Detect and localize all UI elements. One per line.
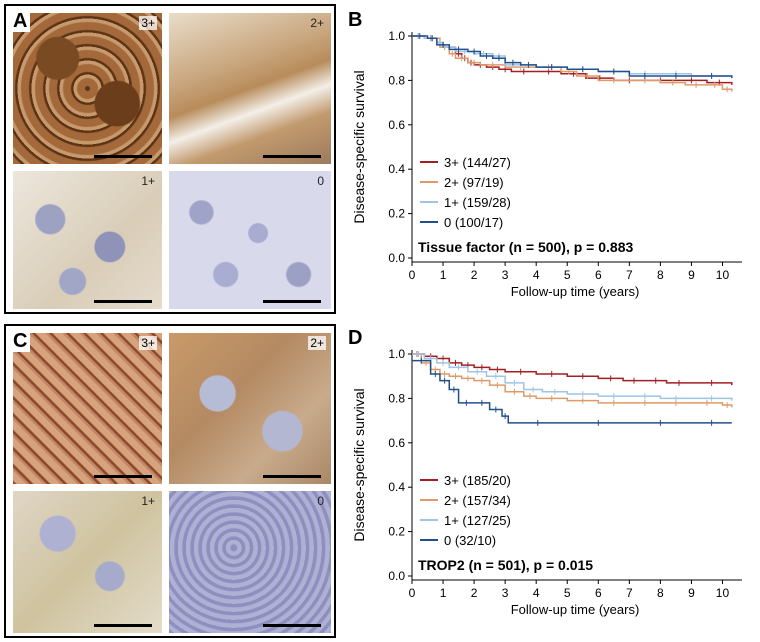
y-tick-label: 0.4	[388, 480, 405, 494]
scale-bar	[263, 475, 321, 478]
scale-bar	[94, 624, 152, 627]
y-tick-label: 1.0	[388, 29, 405, 43]
micrograph-a-0: 0	[169, 171, 331, 309]
y-axis-label: Disease-specific survival	[351, 388, 367, 541]
x-tick-label: 2	[471, 586, 478, 600]
scale-bar	[263, 624, 321, 627]
survival-curve-line	[412, 353, 733, 408]
legend-entry: 3+ (185/20)	[444, 473, 511, 488]
panel-letter-a: A	[10, 10, 31, 32]
legend-entry: 0 (32/10)	[444, 533, 496, 548]
micrograph-a-1plus: 1+	[13, 171, 162, 309]
legend-entry: 0 (100/17)	[444, 215, 503, 230]
x-tick-label: 7	[626, 586, 633, 600]
micrograph-c-3plus: 3+	[13, 333, 162, 484]
x-axis-label: Follow-up time (years)	[511, 602, 640, 617]
chart-annotation: TROP2 (n = 501), p = 0.015	[418, 557, 593, 573]
x-tick-label: 1	[440, 268, 447, 282]
x-tick-label: 10	[716, 586, 730, 600]
x-tick-label: 4	[533, 268, 540, 282]
x-tick-label: 9	[688, 586, 695, 600]
legend-entry: 2+ (97/19)	[444, 175, 504, 190]
panel-letter-c: C	[10, 330, 31, 352]
survival-curve-line	[412, 359, 732, 424]
x-tick-label: 3	[502, 268, 509, 282]
x-tick-label: 2	[471, 268, 478, 282]
survival-curve-line	[412, 35, 733, 92]
micrograph-c-0: 0	[169, 491, 331, 633]
scale-bar	[263, 155, 321, 158]
y-tick-label: 0.6	[388, 118, 405, 132]
survival-chart-trop2: D 0.0 0.2 0.4 0.6 0.8 1.0 0 1 2 3 4 5 6 7 8 9 10 Follow-up…	[348, 327, 742, 617]
tile-label: 1+	[141, 494, 155, 508]
y-tick-label: 0.8	[388, 73, 405, 87]
micrograph-c-1plus: 1+	[13, 491, 162, 633]
x-tick-label: 8	[657, 586, 664, 600]
tile-label: 3+	[139, 16, 157, 30]
x-tick-label: 7	[626, 268, 633, 282]
x-tick-label: 5	[564, 268, 571, 282]
micrograph-a-2plus: 2+	[169, 13, 331, 164]
survival-curve-line	[412, 35, 733, 85]
scale-bar	[263, 300, 321, 303]
x-tick-label: 10	[716, 268, 730, 282]
x-tick-label: 1	[440, 586, 447, 600]
survival-chart-tissue-factor: B 0.0 0.2 0.4 0.6 0.8 1.0 0 1 2 3 4 5 6 7 8 9 10 Follow-up…	[348, 9, 742, 299]
tile-label: 1+	[141, 174, 155, 188]
panel-letter: B	[348, 9, 362, 31]
panel-c-micrographs: 3+ 2+ 1+ 0 C	[4, 324, 336, 638]
x-tick-label: 3	[502, 586, 509, 600]
y-tick-label: 0.0	[388, 251, 405, 265]
tile-label: 2+	[308, 336, 326, 350]
x-axis-label: Follow-up time (years)	[511, 284, 640, 299]
scale-bar	[94, 155, 152, 158]
survival-curve-line	[412, 353, 733, 386]
x-tick-label: 0	[409, 586, 416, 600]
y-tick-label: 0.4	[388, 162, 405, 176]
panel-letter: D	[348, 327, 362, 349]
x-tick-label: 6	[595, 586, 602, 600]
tile-label: 2+	[310, 16, 324, 30]
x-tick-label: 8	[657, 268, 664, 282]
micrograph-a-3plus: 3+	[13, 13, 162, 164]
y-tick-label: 0.0	[388, 569, 405, 583]
x-tick-label: 6	[595, 268, 602, 282]
tile-label: 3+	[139, 336, 157, 350]
legend-entry: 1+ (127/25)	[444, 513, 511, 528]
tile-label: 0	[317, 494, 324, 508]
x-tick-label: 0	[409, 268, 416, 282]
y-tick-label: 0.2	[388, 207, 405, 221]
x-tick-label: 4	[533, 586, 540, 600]
legend-entry: 1+ (159/28)	[444, 195, 511, 210]
y-tick-label: 1.0	[388, 347, 405, 361]
survival-curve-line	[412, 353, 733, 401]
tile-label: 0	[317, 174, 324, 188]
x-tick-label: 9	[688, 268, 695, 282]
scale-bar	[94, 300, 152, 303]
scale-bar	[94, 475, 152, 478]
chart-annotation: Tissue factor (n = 500), p = 0.883	[418, 239, 633, 255]
panel-a-micrographs: 3+ 2+ 1+ 0 A	[4, 4, 336, 314]
legend-entry: 2+ (157/34)	[444, 493, 511, 508]
y-axis-label: Disease-specific survival	[351, 70, 367, 223]
micrograph-c-2plus: 2+	[169, 333, 331, 484]
y-tick-label: 0.2	[388, 525, 405, 539]
x-tick-label: 5	[564, 586, 571, 600]
y-tick-label: 0.6	[388, 436, 405, 450]
survival-curve-line	[412, 35, 733, 79]
y-tick-label: 0.8	[388, 391, 405, 405]
legend-entry: 3+ (144/27)	[444, 155, 511, 170]
